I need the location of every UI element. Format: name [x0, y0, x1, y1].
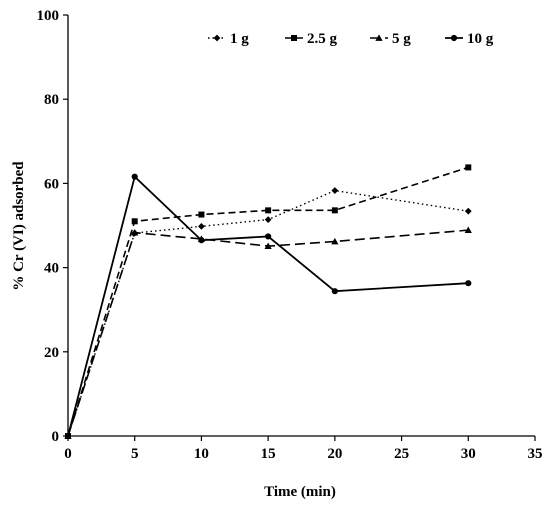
data-point: [198, 237, 205, 244]
legend: 1 g 2.5 g 5 g 10 g: [208, 31, 494, 47]
data-point: [198, 211, 205, 218]
data-point: [131, 173, 138, 180]
data-point: [331, 187, 339, 194]
x-tick-label: 10: [194, 446, 209, 462]
data-point: [464, 226, 472, 234]
series-2: [65, 164, 472, 439]
series-3: [64, 226, 472, 439]
data-point: [331, 288, 338, 295]
x-tick-label: 15: [261, 446, 276, 462]
data-point: [131, 229, 139, 236]
legend-item: 10 g: [445, 31, 494, 47]
x-tick-label: 5: [131, 446, 139, 462]
data-point: [264, 216, 272, 224]
y-tick-label: 60: [44, 176, 59, 192]
data-point: [264, 242, 272, 250]
x-tick-label: 35: [528, 446, 543, 462]
x-tick-label: 0: [64, 446, 72, 462]
y-tick-label: 0: [52, 429, 60, 445]
data-point: [198, 222, 205, 230]
legend-swatch-marker: [450, 34, 458, 42]
x-tick-label: 30: [461, 446, 476, 462]
legend-label: 5 g: [392, 31, 411, 47]
legend-label: 1 g: [230, 31, 249, 47]
y-tick-label: 100: [37, 8, 60, 24]
series-line: [67, 189, 469, 437]
data-point: [331, 237, 339, 245]
legend-item: 2.5 g: [285, 31, 338, 47]
y-tick-label: 40: [44, 261, 59, 277]
y-tick-label: 80: [44, 92, 59, 108]
data-point: [131, 218, 138, 225]
legend-swatch-marker: [291, 35, 297, 41]
data-point: [265, 207, 272, 214]
axes: 0 5 10 15 20 25 30 35 0 20 40 60 80 100: [37, 8, 543, 462]
x-tick-label: 20: [327, 446, 342, 462]
data-point: [64, 432, 72, 440]
y-axis-title: % Cr (VI) adsorbed: [11, 161, 27, 291]
data-point: [265, 233, 272, 240]
legend-item: 1 g: [208, 31, 249, 47]
series-1: [64, 187, 472, 440]
series-line: [67, 229, 469, 437]
data-point: [331, 207, 338, 214]
data-point: [464, 207, 472, 215]
series-line: [67, 174, 469, 437]
legend-swatch-marker: [213, 34, 221, 42]
data-point: [465, 280, 472, 287]
x-tick-label: 25: [394, 446, 409, 462]
x-axis-title: Time (min): [264, 484, 336, 500]
legend-item: 5 g: [370, 31, 411, 47]
series-line: [67, 166, 469, 437]
y-tick-label: 20: [44, 345, 59, 361]
series-4: [64, 173, 472, 440]
legend-label: 10 g: [467, 31, 494, 47]
series-layer: [64, 164, 472, 440]
legend-swatch-marker: [375, 34, 383, 41]
data-point: [465, 164, 472, 171]
legend-label: 2.5 g: [307, 31, 338, 47]
